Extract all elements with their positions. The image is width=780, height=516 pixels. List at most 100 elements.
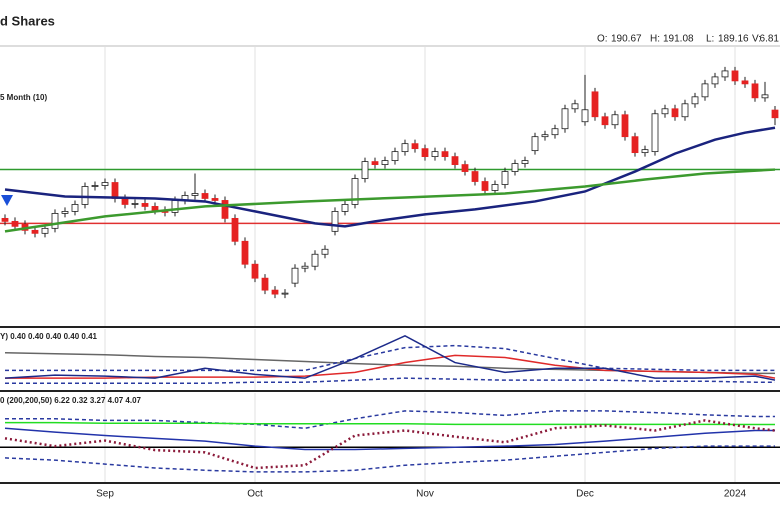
candle-body	[151, 206, 159, 211]
candle-body	[101, 182, 109, 186]
candle-body	[251, 263, 259, 279]
quote-label: V:	[752, 34, 761, 45]
candle-body	[411, 143, 419, 150]
candle-body	[511, 163, 519, 172]
line-series	[4, 126, 776, 228]
candle-body	[41, 227, 49, 234]
candle-body	[261, 277, 269, 291]
candle-body	[341, 204, 349, 212]
x-tick-label: Dec	[576, 489, 594, 500]
candle-body	[461, 164, 469, 172]
candle-body	[761, 94, 769, 99]
candle-body	[741, 80, 749, 85]
candle-body	[731, 70, 739, 82]
candle-body	[11, 220, 19, 227]
candle-body	[201, 193, 209, 199]
candle-body	[681, 103, 689, 118]
candle-body	[301, 265, 309, 269]
line-series	[4, 334, 776, 381]
quote-label: O:	[597, 34, 608, 45]
candle-body	[451, 156, 459, 165]
candle-body	[211, 198, 219, 201]
candle-body	[571, 103, 579, 110]
candle-body	[371, 161, 379, 165]
candle-body	[241, 240, 249, 265]
candle-body	[311, 253, 319, 267]
candle-body	[541, 134, 549, 138]
candle-body	[351, 178, 359, 205]
line-series	[4, 445, 775, 473]
candle-body	[61, 211, 69, 214]
panel-title: Y) 0.40 0.40 0.40 0.40 0.41	[0, 332, 98, 341]
candle-body	[91, 185, 99, 187]
candle-body	[111, 182, 119, 199]
candle-body	[691, 96, 699, 105]
candle-body	[131, 203, 139, 205]
candle-body	[121, 198, 129, 205]
candle-body	[651, 113, 659, 153]
candle-body	[641, 149, 649, 154]
line-series	[5, 410, 775, 430]
candle-body	[711, 76, 719, 85]
x-tick-label: Sep	[96, 489, 114, 500]
signal-marker	[1, 195, 13, 206]
candle-body	[1, 217, 9, 222]
line-series	[4, 168, 776, 233]
candle-body	[631, 136, 639, 154]
candle-body	[321, 248, 329, 255]
candle-body	[591, 91, 599, 118]
candle-body	[191, 193, 199, 196]
candle-body	[661, 108, 669, 115]
candle-body	[771, 109, 779, 119]
candle-body	[271, 289, 279, 295]
candle-body	[561, 108, 569, 130]
candle-body	[721, 70, 729, 78]
candle-body	[531, 136, 539, 152]
quote-label: H:	[650, 34, 660, 45]
quote-label: L:	[706, 34, 714, 45]
panel-border	[0, 390, 780, 392]
chart-title: d Shares	[0, 13, 55, 28]
panel-border	[0, 482, 780, 484]
candle-body	[501, 171, 509, 185]
line-series	[5, 344, 775, 372]
candle-body	[701, 83, 709, 98]
candle-body	[551, 128, 559, 136]
candle-body	[281, 292, 289, 295]
x-tick-label: Oct	[247, 489, 263, 500]
x-tick-label: 2024	[724, 489, 747, 500]
candle-body	[481, 181, 489, 191]
series-label: 5 Month (10)	[0, 93, 47, 102]
candle-body	[221, 200, 229, 219]
candle-body	[381, 160, 389, 165]
line-series	[5, 377, 775, 384]
quote-value: 191.08	[663, 34, 694, 45]
candle-body	[291, 267, 299, 284]
candle-body	[81, 186, 89, 205]
candle-body	[361, 161, 369, 179]
candle-body	[751, 83, 759, 99]
candle-body	[621, 114, 629, 138]
candle-body	[231, 217, 239, 242]
candle-body	[611, 114, 619, 126]
x-tick-label: Nov	[416, 489, 434, 500]
candle-body	[401, 143, 409, 153]
candle-body	[471, 171, 479, 182]
quote-value: 189.16	[718, 34, 749, 45]
candle-body	[491, 184, 499, 191]
candle-body	[71, 204, 79, 212]
candle-body	[421, 148, 429, 158]
line-series	[4, 427, 775, 451]
candle-body	[441, 151, 449, 158]
candle-body	[601, 116, 609, 126]
candle-body	[521, 160, 529, 164]
candle-body	[141, 203, 149, 207]
candle-body	[431, 151, 439, 158]
candle-body	[581, 109, 589, 123]
panel-border	[0, 326, 780, 328]
candle-body	[331, 211, 339, 232]
candle-body	[51, 213, 59, 229]
